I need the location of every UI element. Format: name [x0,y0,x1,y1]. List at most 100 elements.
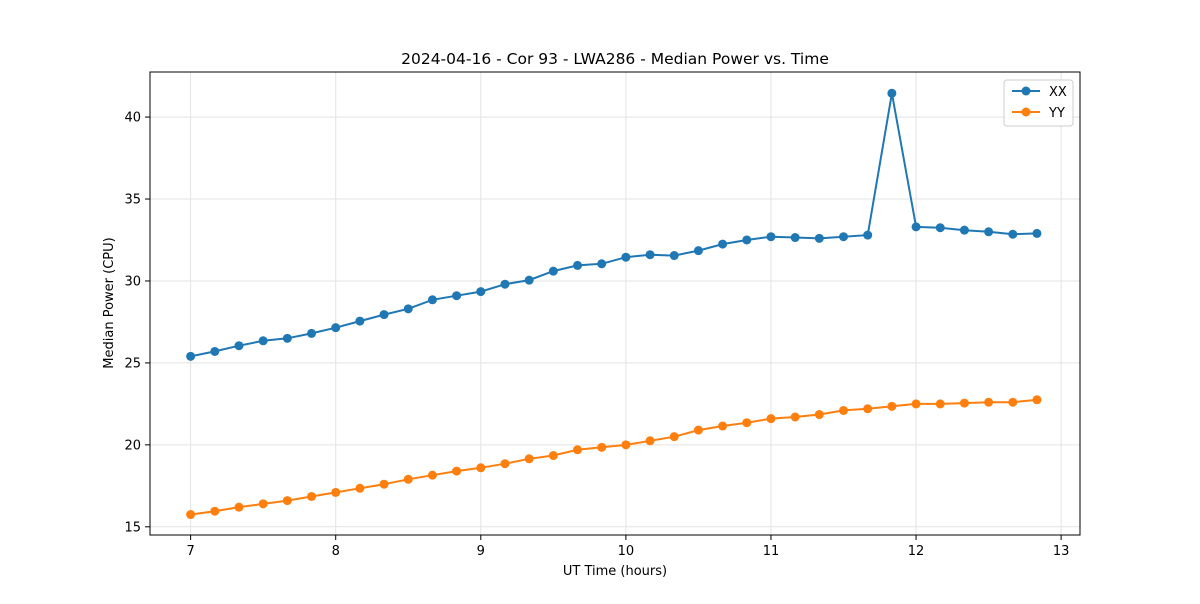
data-point-yy [766,414,776,424]
data-point-xx [1008,229,1018,239]
data-point-yy [258,499,268,509]
data-point-xx [935,223,945,233]
data-point-yy [573,445,583,455]
data-point-xx [887,88,897,98]
y-axis-label: Median Power (CPU) [102,237,117,368]
data-point-xx [524,275,534,285]
series-layer [186,88,1042,520]
legend-label-yy: YY [1048,106,1065,121]
data-point-xx [452,291,462,301]
data-point-xx [621,252,631,262]
plot-area-frame [149,71,1081,536]
data-point-yy [935,399,945,409]
data-point-yy [282,496,292,506]
data-point-xx [984,227,994,237]
data-point-xx [669,251,679,261]
data-point-yy [814,410,824,420]
data-point-xx [790,233,800,243]
data-point-yy [863,404,873,414]
legend: XX YY [1003,79,1074,127]
data-point-xx [476,287,486,297]
data-point-xx [573,260,583,270]
data-point-xx [693,246,703,256]
legend-marker-yy [1021,107,1031,117]
data-point-xx [234,341,244,351]
data-point-yy [210,506,220,516]
legend-marker-xx [1021,86,1031,96]
x-tick-label: 9 [477,544,485,559]
data-point-yy [307,491,317,501]
data-point-xx [645,250,655,260]
x-tick-label: 10 [618,544,635,559]
data-point-xx [766,232,776,242]
data-point-xx [355,316,365,326]
data-point-yy [645,436,655,446]
y-tick-label: 35 [124,193,141,208]
data-point-yy [959,398,969,408]
data-point-yy [234,502,244,512]
data-point-yy [452,466,462,476]
y-tick-label: 15 [124,520,141,535]
data-point-yy [790,412,800,422]
data-point-yy [427,470,437,480]
data-point-yy [186,510,196,520]
data-point-yy [1008,397,1018,407]
x-tick-label: 11 [763,544,780,559]
data-point-xx [186,351,196,361]
chart-title: 2024-04-16 - Cor 93 - LWA286 - Median Po… [401,50,829,68]
data-point-xx [403,304,413,314]
y-tick-label: 30 [124,274,141,289]
data-point-yy [984,397,994,407]
x-tick-label: 8 [332,544,340,559]
data-point-xx [379,310,389,320]
data-point-yy [693,425,703,435]
data-point-yy [379,479,389,489]
x-tick-label: 7 [186,544,194,559]
data-point-yy [887,401,897,411]
data-point-xx [427,295,437,305]
axes: 7 8 9 10 11 12 13 15 20 25 30 35 40 [124,111,1069,559]
data-point-xx [307,328,317,338]
data-point-yy [403,474,413,484]
data-point-yy [500,459,510,469]
data-point-xx [814,233,824,243]
data-point-yy [524,454,534,464]
y-tick-label: 25 [124,356,141,371]
legend-label-xx: XX [1049,85,1067,100]
y-tick-label: 40 [124,111,141,126]
data-point-xx [331,323,341,333]
data-point-yy [911,399,921,409]
data-point-xx [1032,228,1042,238]
data-point-xx [911,222,921,232]
data-point-yy [1032,395,1042,405]
x-tick-label: 13 [1053,544,1070,559]
data-point-xx [500,279,510,289]
data-point-xx [839,232,849,242]
data-point-yy [839,405,849,415]
grid [150,72,1080,535]
data-point-yy [621,440,631,450]
data-point-xx [742,235,752,245]
data-point-yy [669,432,679,442]
data-point-yy [331,487,341,497]
data-point-yy [718,421,728,431]
data-point-xx [210,346,220,356]
data-point-yy [597,442,607,452]
data-point-yy [476,463,486,473]
x-tick-label: 12 [908,544,925,559]
data-point-xx [959,225,969,235]
data-point-xx [718,239,728,249]
data-point-xx [597,259,607,269]
x-axis-label: UT Time (hours) [563,564,667,579]
data-point-yy [548,451,558,461]
data-point-yy [355,483,365,493]
data-point-yy [742,418,752,428]
y-tick-label: 20 [124,438,141,453]
data-point-xx [258,336,268,346]
data-point-xx [863,230,873,240]
data-point-xx [282,333,292,343]
data-point-xx [548,266,558,276]
